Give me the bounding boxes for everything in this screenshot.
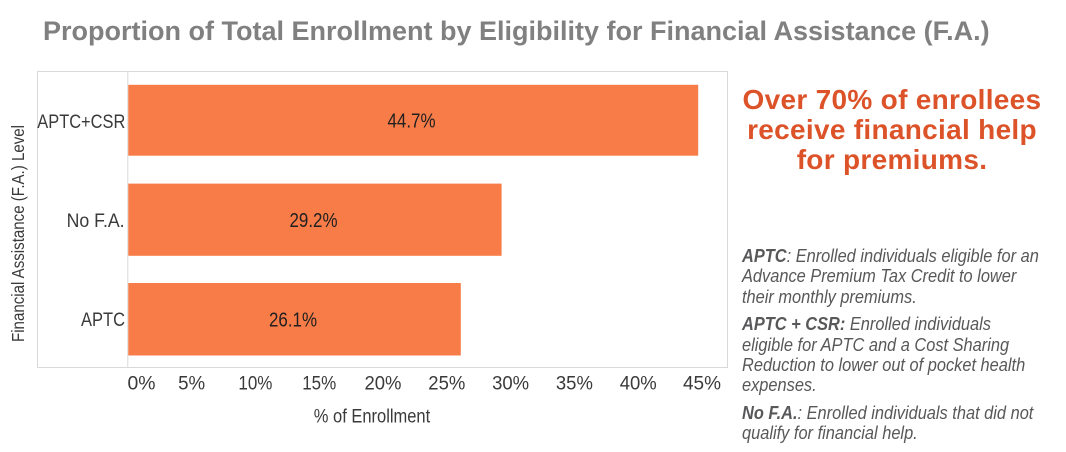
svg-text:Financial Assistance (F.A.) Le: Financial Assistance (F.A.) Level — [8, 125, 28, 342]
svg-text:% of Enrollment: % of Enrollment — [314, 407, 431, 428]
svg-text:APTC+CSR: APTC+CSR — [37, 112, 125, 133]
svg-text:29.2%: 29.2% — [290, 210, 338, 232]
svg-text:25%: 25% — [428, 373, 465, 394]
svg-text:0%: 0% — [128, 373, 156, 394]
svg-text:30%: 30% — [492, 373, 529, 394]
svg-text:No F.A.: No F.A. — [67, 211, 125, 232]
svg-text:35%: 35% — [556, 373, 593, 394]
svg-text:40%: 40% — [620, 373, 657, 394]
svg-text:26.1%: 26.1% — [269, 309, 317, 331]
svg-text:44.7%: 44.7% — [388, 110, 436, 132]
svg-text:10%: 10% — [238, 373, 272, 394]
svg-text:45%: 45% — [683, 373, 721, 394]
svg-text:15%: 15% — [302, 373, 336, 394]
svg-text:20%: 20% — [365, 373, 402, 394]
svg-text:APTC: APTC — [81, 310, 125, 331]
svg-text:5%: 5% — [178, 373, 205, 394]
